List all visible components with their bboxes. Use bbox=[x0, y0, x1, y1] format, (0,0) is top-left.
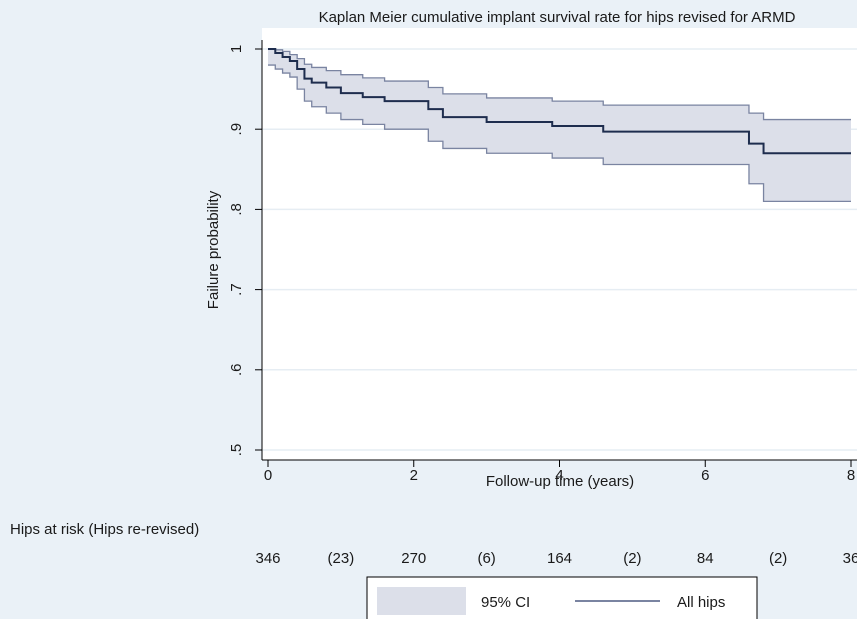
all-hips-line bbox=[268, 48, 851, 155]
x-tick-label: 4 bbox=[555, 467, 563, 484]
y-tick-label: .9 bbox=[228, 123, 245, 136]
y-tick-label: .7 bbox=[228, 283, 245, 296]
y-tick-label: .6 bbox=[228, 364, 245, 377]
risk-value: 84 bbox=[697, 550, 714, 567]
x-tick-label: 2 bbox=[410, 467, 418, 484]
ci-lower-line bbox=[268, 64, 851, 203]
grid bbox=[262, 48, 857, 451]
x-tick-label: 6 bbox=[701, 467, 709, 484]
axes: .5 .6 .7 .8 .9 1 0 2 4 6 8 bbox=[228, 40, 857, 484]
legend-ci-swatch bbox=[377, 587, 466, 615]
y-tick-label: .5 bbox=[228, 444, 245, 457]
legend-all-hips-label: All hips bbox=[677, 594, 725, 611]
risk-value: (2) bbox=[623, 550, 641, 567]
risk-value: 346 bbox=[255, 550, 280, 567]
risk-value: (6) bbox=[477, 550, 495, 567]
y-tick-label: 1 bbox=[228, 45, 245, 53]
risk-value: 164 bbox=[547, 550, 572, 567]
risk-value: (23) bbox=[328, 550, 355, 567]
risk-value: (2) bbox=[769, 550, 787, 567]
risk-value: 270 bbox=[401, 550, 426, 567]
x-tick-label: 8 bbox=[847, 467, 855, 484]
risk-table: Hips at risk (Hips re-revised) 346 (23) 27… bbox=[10, 521, 857, 567]
y-axis-title: Failure probability bbox=[205, 190, 222, 309]
risk-table-label: Hips at risk (Hips re-revised) bbox=[10, 521, 199, 538]
x-tick-label: 0 bbox=[264, 467, 272, 484]
survival-line bbox=[268, 48, 851, 155]
risk-value: 36 bbox=[843, 550, 857, 567]
legend-ci-label: 95% CI bbox=[481, 594, 530, 611]
legend: 95% CI All hips bbox=[366, 576, 758, 619]
y-tick-label: .8 bbox=[228, 203, 245, 216]
chart-title: Kaplan Meier cumulative implant survival… bbox=[319, 9, 796, 26]
ci-upper-line bbox=[268, 48, 851, 121]
x-axis-title: Follow-up time (years) bbox=[486, 473, 634, 490]
